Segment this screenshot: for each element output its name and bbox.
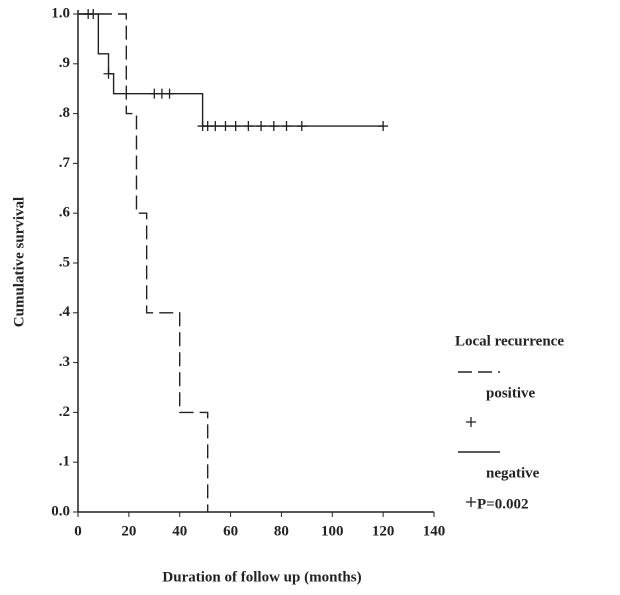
x-tick-label: 100 bbox=[321, 523, 344, 539]
censor-mark bbox=[220, 121, 231, 132]
censor-mark bbox=[256, 121, 267, 132]
y-axis-label: Cumulative survival bbox=[11, 197, 27, 327]
x-tick-label: 40 bbox=[172, 523, 187, 539]
censor-mark bbox=[230, 121, 241, 132]
censor-mark bbox=[281, 121, 292, 132]
censor-mark bbox=[88, 9, 99, 19]
censor-mark bbox=[210, 121, 221, 132]
y-tick-label: 1.0 bbox=[51, 5, 70, 21]
legend-label: negative bbox=[486, 465, 540, 481]
y-tick-label: .1 bbox=[59, 454, 70, 470]
survival-curve bbox=[78, 13, 384, 127]
legend-label: positive bbox=[486, 385, 536, 401]
x-tick-label: 140 bbox=[423, 523, 446, 539]
legend-title: Local recurrence bbox=[455, 333, 564, 349]
y-tick-label: .8 bbox=[59, 105, 70, 121]
survival-curve bbox=[78, 13, 209, 512]
y-tick-label: .5 bbox=[59, 254, 70, 270]
censor-mark bbox=[243, 121, 254, 132]
legend-censor-symbol bbox=[466, 497, 476, 507]
censor-mark bbox=[378, 121, 389, 132]
x-tick-label: 60 bbox=[223, 523, 238, 539]
y-tick-label: .6 bbox=[59, 205, 71, 221]
y-tick-label: .3 bbox=[59, 354, 70, 370]
y-tick-label: .7 bbox=[59, 155, 71, 171]
y-tick-label: .4 bbox=[59, 304, 71, 320]
x-axis-label: Duration of follow up (months) bbox=[162, 569, 361, 585]
annotation: P=0.002 bbox=[477, 496, 528, 512]
censor-mark bbox=[103, 68, 114, 79]
y-tick-label: 0.0 bbox=[51, 503, 70, 519]
censor-mark bbox=[296, 121, 307, 132]
censor-mark bbox=[268, 121, 279, 132]
x-tick-label: 0 bbox=[74, 523, 82, 539]
x-tick-label: 20 bbox=[121, 523, 136, 539]
x-tick-label: 80 bbox=[274, 523, 289, 539]
y-tick-label: .2 bbox=[59, 404, 70, 420]
x-tick-label: 120 bbox=[372, 523, 395, 539]
censor-mark bbox=[164, 88, 175, 99]
y-tick-label: .9 bbox=[59, 55, 70, 71]
legend-censor-symbol bbox=[466, 417, 476, 427]
